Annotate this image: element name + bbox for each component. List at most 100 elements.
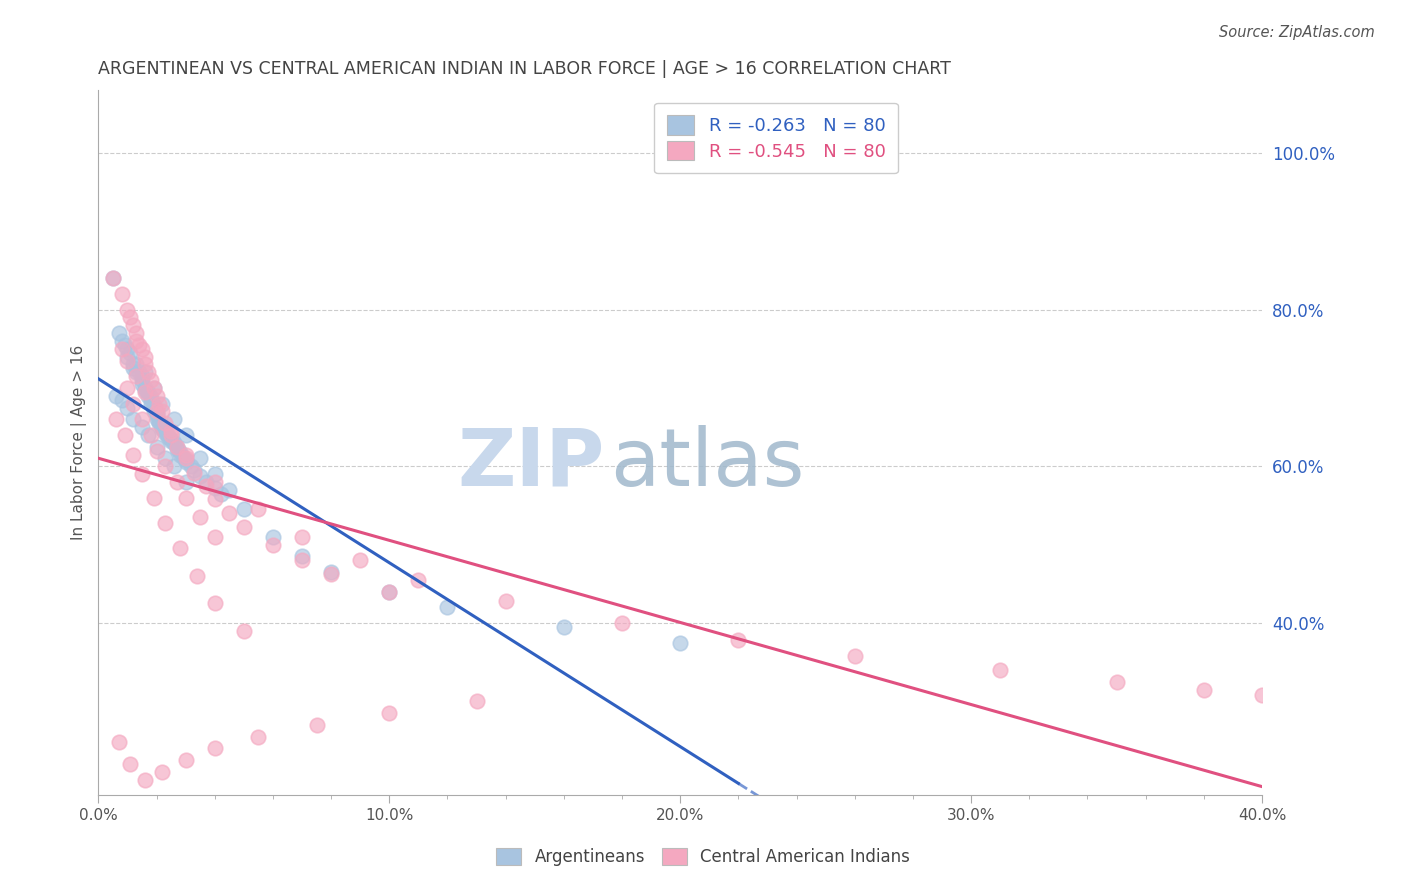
Point xyxy=(136,389,159,403)
Point xyxy=(142,402,165,417)
Point xyxy=(166,440,188,454)
Point xyxy=(163,459,186,474)
Point xyxy=(160,424,183,438)
Point xyxy=(117,381,139,395)
Point xyxy=(155,516,177,530)
Point xyxy=(155,426,177,441)
Point xyxy=(128,338,150,352)
Point xyxy=(163,435,186,450)
Point xyxy=(232,502,254,516)
Point xyxy=(104,412,127,426)
Point xyxy=(117,401,139,415)
Point xyxy=(169,445,191,459)
Point xyxy=(104,389,127,403)
Point xyxy=(174,451,197,466)
Point xyxy=(669,635,692,649)
Point xyxy=(120,345,142,359)
Point xyxy=(195,475,218,489)
Point xyxy=(131,373,153,387)
Point xyxy=(117,302,139,317)
Point xyxy=(436,600,458,615)
Point xyxy=(204,596,226,610)
Point xyxy=(150,418,173,433)
Point xyxy=(155,451,177,466)
Point xyxy=(107,326,129,340)
Point xyxy=(174,448,197,462)
Point xyxy=(142,404,165,418)
Point xyxy=(134,365,156,379)
Point xyxy=(186,569,208,583)
Point xyxy=(1192,682,1215,697)
Point xyxy=(209,486,232,500)
Point xyxy=(142,401,165,415)
Point xyxy=(157,428,180,442)
Point xyxy=(111,334,134,348)
Point xyxy=(180,459,202,474)
Point xyxy=(111,287,134,301)
Point xyxy=(139,390,162,404)
Point xyxy=(204,492,226,507)
Point xyxy=(148,396,170,410)
Point xyxy=(232,624,254,638)
Point xyxy=(131,377,153,392)
Point xyxy=(155,416,177,430)
Point xyxy=(465,694,488,708)
Point xyxy=(117,342,139,356)
Point xyxy=(553,620,575,634)
Point xyxy=(844,648,866,663)
Point xyxy=(291,553,314,567)
Point xyxy=(378,584,401,599)
Point xyxy=(174,491,197,505)
Point xyxy=(122,396,145,410)
Point xyxy=(610,615,633,630)
Point xyxy=(157,429,180,443)
Point xyxy=(150,422,173,436)
Point xyxy=(111,392,134,407)
Point xyxy=(291,530,314,544)
Point xyxy=(155,424,177,438)
Point xyxy=(145,409,167,423)
Point xyxy=(131,342,153,356)
Point xyxy=(319,567,342,582)
Point xyxy=(188,451,211,466)
Point xyxy=(139,392,162,407)
Point xyxy=(136,428,159,442)
Point xyxy=(125,369,148,384)
Point xyxy=(166,475,188,489)
Point xyxy=(117,350,139,364)
Point xyxy=(131,467,153,482)
Point xyxy=(145,404,167,418)
Point xyxy=(125,334,148,348)
Point xyxy=(101,271,124,285)
Point xyxy=(142,491,165,505)
Point xyxy=(150,396,173,410)
Point xyxy=(174,753,197,767)
Point xyxy=(727,633,749,648)
Point xyxy=(139,396,162,410)
Point xyxy=(150,764,173,779)
Point xyxy=(120,310,142,325)
Point xyxy=(163,412,186,426)
Y-axis label: In Labor Force | Age > 16: In Labor Force | Age > 16 xyxy=(72,345,87,541)
Point xyxy=(155,459,177,474)
Point xyxy=(136,365,159,379)
Point xyxy=(148,414,170,428)
Point xyxy=(117,353,139,368)
Point xyxy=(114,428,136,442)
Point xyxy=(122,318,145,333)
Point xyxy=(111,342,134,356)
Point xyxy=(1251,688,1274,702)
Point xyxy=(145,406,167,420)
Point xyxy=(150,420,173,434)
Point xyxy=(160,434,183,449)
Point xyxy=(166,442,188,456)
Point xyxy=(204,481,226,495)
Point xyxy=(131,369,153,384)
Point xyxy=(1105,674,1128,689)
Point xyxy=(122,358,145,372)
Point xyxy=(125,326,148,340)
Point xyxy=(134,384,156,399)
Point xyxy=(183,463,205,477)
Point xyxy=(145,389,167,403)
Point xyxy=(378,584,401,599)
